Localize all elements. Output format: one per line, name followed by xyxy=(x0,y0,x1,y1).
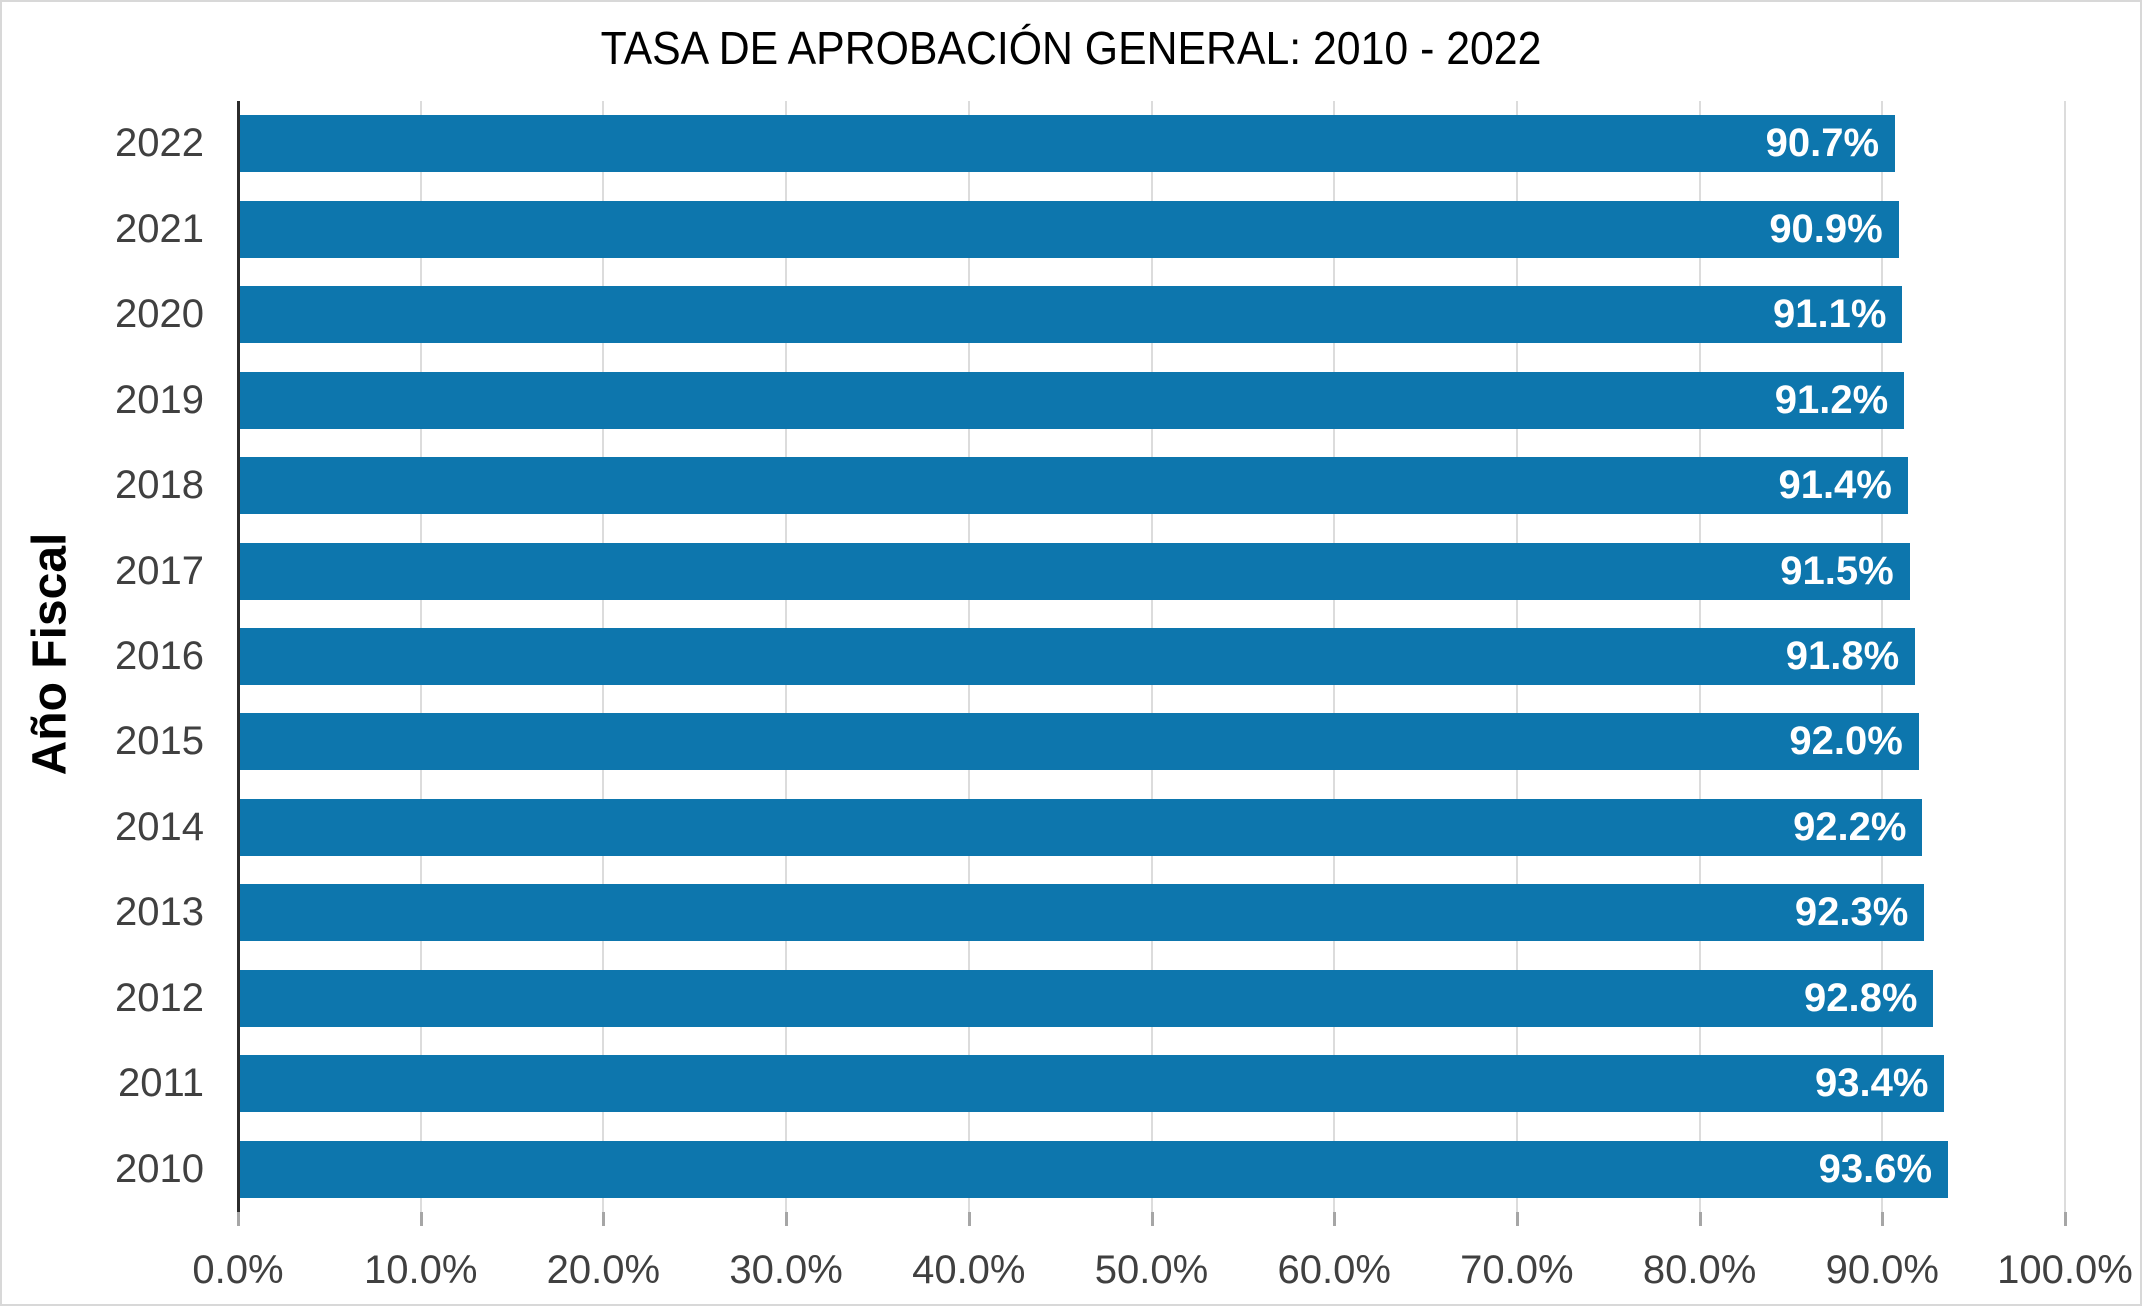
bar-row-2012: 92.8% xyxy=(238,956,2065,1041)
y-tick-label-2014: 2014 xyxy=(115,804,204,849)
bar-value-label: 91.2% xyxy=(1774,377,1889,422)
bar-value-label: 92.3% xyxy=(1794,890,1909,935)
x-axis-tick xyxy=(1881,1212,1885,1226)
x-axis-tick xyxy=(2064,1212,2067,1226)
x-axis-tick xyxy=(419,1212,423,1226)
bar-value-label: 90.7% xyxy=(1765,121,1880,166)
bar-row-2020: 91.1% xyxy=(238,272,2065,357)
bar-2014: 92.2% xyxy=(238,798,1923,856)
x-tick-label: 0.0% xyxy=(192,1248,284,1292)
x-tick-label: 30.0% xyxy=(729,1248,843,1292)
bar-value-label: 91.4% xyxy=(1778,463,1892,508)
x-tick-label: 60.0% xyxy=(1277,1248,1391,1292)
bar-2018: 91.4% xyxy=(238,457,1908,515)
x-tick-label: 50.0% xyxy=(1094,1248,1209,1292)
bar-value-label: 92.2% xyxy=(1793,804,1907,849)
x-tick-label: 20.0% xyxy=(546,1248,661,1292)
x-tick-label: 70.0% xyxy=(1460,1248,1574,1292)
y-tick-label-2012: 2012 xyxy=(115,975,204,1020)
bar-value-label: 93.4% xyxy=(1814,1061,1929,1106)
bar-2013: 92.3% xyxy=(238,884,1925,942)
bar-2010: 93.6% xyxy=(238,1140,1949,1198)
bar-2017: 91.5% xyxy=(238,542,1910,600)
bar-row-2013: 92.3% xyxy=(238,870,2065,955)
plot-area: 90.7% 90.9% 91.1% 91.2% 91.4% 91.5% 91.8% 92.0%… xyxy=(238,101,2066,1212)
bar-2020: 91.1% xyxy=(238,286,1903,344)
bar-row-2019: 91.2% xyxy=(238,357,2065,442)
gridline xyxy=(2064,101,2066,1212)
bar-2022: 90.7% xyxy=(238,115,1896,173)
bar-2019: 91.2% xyxy=(238,371,1905,429)
x-tick-label: 40.0% xyxy=(912,1248,1026,1292)
x-tick-label: 80.0% xyxy=(1642,1248,1757,1292)
x-axis-tick xyxy=(785,1212,789,1226)
bar-value-label: 90.9% xyxy=(1769,206,1883,251)
bar-value-label: 92.8% xyxy=(1804,975,1918,1020)
y-tick-label-2013: 2013 xyxy=(115,890,204,935)
x-axis-tick xyxy=(237,1212,240,1226)
x-tick-label: 90.0% xyxy=(1825,1248,1939,1292)
y-tick-label-2011: 2011 xyxy=(117,1061,204,1106)
x-axis-tick xyxy=(602,1212,606,1226)
bar-row-2016: 91.8% xyxy=(238,614,2065,699)
x-axis-tick xyxy=(1150,1212,1154,1226)
y-tick-label-2021: 2021 xyxy=(115,206,204,251)
bar-row-2022: 90.7% xyxy=(238,101,2065,186)
y-axis-labels: 2022 2021 2020 2019 2018 2017 2016 2015 2014 2013… xyxy=(2,101,204,1212)
x-axis-tick xyxy=(967,1212,971,1226)
x-axis-tick xyxy=(1333,1212,1337,1226)
bar-value-label: 92.0% xyxy=(1789,719,1903,764)
bar-2021: 90.9% xyxy=(238,200,1899,258)
x-axis-tick xyxy=(1698,1212,1702,1226)
bar-2015: 92.0% xyxy=(238,713,1919,771)
x-axis-tick xyxy=(1515,1212,1519,1226)
y-axis-line xyxy=(237,101,240,1226)
bar-2011: 93.4% xyxy=(238,1055,1945,1113)
bar-value-label: 91.8% xyxy=(1785,633,1900,678)
bar-row-2021: 90.9% xyxy=(238,186,2065,271)
y-tick-label-2020: 2020 xyxy=(115,292,204,337)
bar-value-label: 93.6% xyxy=(1818,1146,1933,1191)
y-tick-label-2019: 2019 xyxy=(115,377,204,422)
y-tick-label-2017: 2017 xyxy=(115,548,204,593)
x-tick-label: 10.0% xyxy=(363,1248,478,1292)
bar-row-2017: 91.5% xyxy=(238,528,2065,613)
chart-title: TASA DE APROBACIÓN GENERAL: 2010 - 2022 xyxy=(600,22,1542,74)
bar-row-2014: 92.2% xyxy=(238,785,2065,870)
y-tick-label-2016: 2016 xyxy=(115,633,204,678)
y-tick-label-2010: 2010 xyxy=(115,1146,204,1191)
x-tick-label: 100.0% xyxy=(1997,1248,2133,1292)
bar-value-label: 91.1% xyxy=(1772,292,1887,337)
bar-row-2015: 92.0% xyxy=(238,699,2065,784)
bar-2012: 92.8% xyxy=(238,969,1934,1027)
bar-value-label: 91.5% xyxy=(1780,548,1894,593)
y-tick-label-2018: 2018 xyxy=(115,463,204,508)
bar-row-2010: 93.6% xyxy=(238,1127,2065,1212)
bar-row-2011: 93.4% xyxy=(238,1041,2065,1126)
bar-2016: 91.8% xyxy=(238,627,1916,685)
y-tick-label-2022: 2022 xyxy=(115,121,204,166)
y-tick-label-2015: 2015 xyxy=(115,719,204,764)
bar-row-2018: 91.4% xyxy=(238,443,2065,528)
